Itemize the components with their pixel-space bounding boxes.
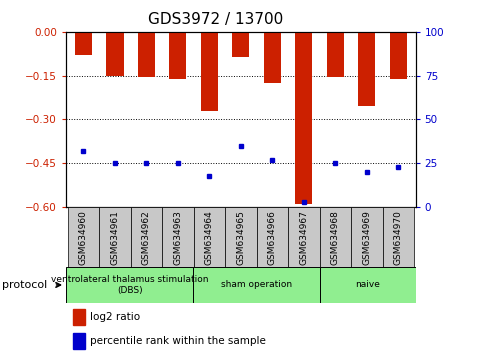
- Bar: [295, 32, 312, 204]
- Bar: [169, 32, 186, 79]
- Text: GSM634970: GSM634970: [393, 210, 402, 265]
- FancyBboxPatch shape: [287, 207, 319, 267]
- FancyBboxPatch shape: [256, 207, 287, 267]
- FancyBboxPatch shape: [193, 207, 224, 267]
- FancyBboxPatch shape: [66, 267, 193, 303]
- Text: GSM634969: GSM634969: [362, 210, 370, 265]
- Text: percentile rank within the sample: percentile rank within the sample: [90, 336, 266, 346]
- Bar: [357, 32, 375, 106]
- FancyBboxPatch shape: [162, 207, 193, 267]
- Text: GSM634963: GSM634963: [173, 210, 182, 265]
- Bar: [73, 333, 85, 349]
- Text: protocol: protocol: [2, 280, 48, 290]
- FancyBboxPatch shape: [130, 207, 162, 267]
- FancyBboxPatch shape: [382, 207, 413, 267]
- FancyBboxPatch shape: [320, 267, 415, 303]
- Text: GSM634960: GSM634960: [79, 210, 88, 265]
- Text: GSM634966: GSM634966: [267, 210, 276, 265]
- Bar: [389, 32, 406, 79]
- Text: GSM634961: GSM634961: [110, 210, 119, 265]
- FancyBboxPatch shape: [99, 207, 130, 267]
- Text: sham operation: sham operation: [221, 280, 292, 290]
- Text: GSM634965: GSM634965: [236, 210, 245, 265]
- Bar: [200, 32, 218, 111]
- Bar: [106, 32, 123, 76]
- Text: GSM634967: GSM634967: [299, 210, 308, 265]
- Bar: [263, 32, 281, 83]
- Bar: [75, 32, 92, 55]
- FancyBboxPatch shape: [350, 207, 382, 267]
- Text: log2 ratio: log2 ratio: [90, 312, 141, 322]
- Text: GSM634962: GSM634962: [142, 210, 150, 265]
- Text: GSM634964: GSM634964: [204, 210, 213, 265]
- Text: ventrolateral thalamus stimulation
(DBS): ventrolateral thalamus stimulation (DBS): [51, 275, 208, 295]
- Bar: [326, 32, 343, 77]
- FancyBboxPatch shape: [193, 267, 320, 303]
- FancyBboxPatch shape: [67, 207, 99, 267]
- Text: GSM634968: GSM634968: [330, 210, 339, 265]
- Bar: [138, 32, 155, 77]
- FancyBboxPatch shape: [319, 207, 350, 267]
- Text: naive: naive: [355, 280, 380, 290]
- Bar: [232, 32, 249, 57]
- FancyBboxPatch shape: [224, 207, 256, 267]
- Bar: [73, 309, 85, 325]
- Text: GDS3972 / 13700: GDS3972 / 13700: [147, 12, 282, 27]
